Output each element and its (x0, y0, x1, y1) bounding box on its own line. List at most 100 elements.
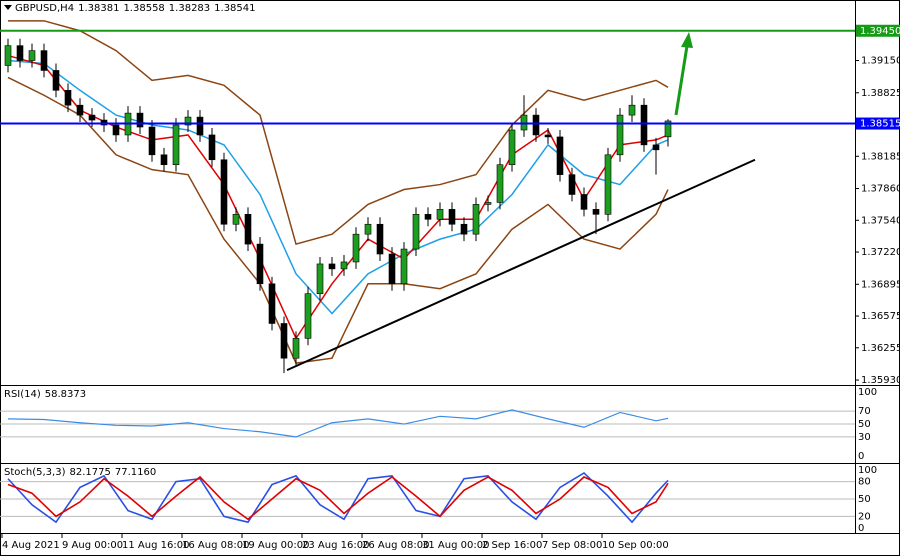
y-tick-label: 30 (858, 432, 871, 443)
level-label-box (856, 24, 900, 37)
candle-body (280, 323, 288, 359)
candle-body (604, 154, 612, 215)
x-tick-label: 9 Aug 00:00 (62, 540, 123, 551)
candle-body (484, 202, 492, 205)
candle-body (16, 45, 24, 61)
panel-name: Stoch(5,3,3) (4, 467, 66, 478)
candle-body (316, 263, 324, 295)
candle-body (64, 89, 72, 106)
candle-body (28, 50, 36, 61)
y-tick-label: 100 (858, 465, 877, 476)
x-tick-label: 7 Sep 08:00 (542, 540, 602, 551)
arrow-head (681, 32, 693, 48)
candle-body (292, 338, 300, 359)
ohlc-close: 1.38541 (214, 3, 255, 14)
candle-body (580, 194, 588, 210)
chart-header: GBPUSD,H4 1.38381 1.38558 1.38283 1.38541 (15, 3, 256, 14)
panel-title: RSI(14) 58.8373 (4, 389, 86, 400)
y-tick-label: 100 (858, 387, 877, 398)
y-tick-label: 1.37220 (861, 247, 900, 258)
ohlc-low: 1.38283 (169, 3, 210, 14)
x-tick-label: 19 Aug 00:00 (242, 540, 309, 551)
x-tick-label: 31 Aug 00:00 (422, 540, 489, 551)
candle-body (148, 126, 156, 156)
candle-body (364, 223, 372, 235)
candle-body (412, 214, 420, 250)
candle-body (136, 112, 144, 128)
candle-body (544, 134, 552, 138)
candle-body (352, 233, 360, 263)
panel-value: 77.1160 (115, 467, 156, 478)
indicator-line (8, 20, 669, 246)
candle-body (244, 214, 252, 245)
y-tick-label: 1.38825 (861, 88, 900, 99)
candle-body (184, 116, 192, 126)
x-tick-label: 23 Aug 16:00 (302, 540, 369, 551)
candle-body (340, 261, 348, 270)
header-icon (4, 5, 12, 10)
candle-body (172, 124, 180, 166)
x-tick-label: 2 Sep 16:00 (482, 540, 542, 551)
candle-body (268, 283, 276, 324)
y-tick-label: 70 (858, 406, 871, 417)
level-label-box (856, 117, 900, 130)
y-tick-label: 20 (858, 511, 871, 522)
candle-body (628, 104, 636, 116)
candle-body (424, 214, 432, 220)
candle-body (220, 159, 228, 225)
candle-body (496, 164, 504, 203)
y-tick-label: 1.36255 (861, 343, 900, 354)
candle-body (160, 154, 168, 166)
candle-body (304, 293, 312, 339)
x-tick-label: 11 Aug 16:00 (122, 540, 189, 551)
trendline (286, 158, 756, 372)
candle-body (640, 104, 648, 146)
y-tick-label: 1.35930 (861, 375, 900, 386)
y-tick-label: 80 (858, 477, 871, 488)
candle-body (40, 50, 48, 71)
rsi-line (7, 409, 669, 438)
candle-body (652, 144, 660, 151)
candle-body (400, 248, 408, 285)
x-tick-label: 26 Aug 08:00 (362, 540, 429, 551)
indicator-line (7, 76, 669, 364)
x-tick-label: 16 Aug 08:00 (182, 540, 249, 551)
level-label: 1.38515 (860, 119, 900, 130)
panel-value: 82.1775 (69, 467, 110, 478)
y-tick-label: 1.39150 (861, 56, 900, 67)
candle-body (568, 174, 576, 195)
y-tick-label: 1.36895 (861, 279, 900, 290)
indicator-line (7, 59, 669, 315)
ohlc-high: 1.38558 (123, 3, 164, 14)
candle-body (472, 204, 480, 235)
stoch-line (7, 471, 669, 524)
symbol: GBPUSD,H4 (15, 3, 74, 14)
y-tick-label: 0 (858, 523, 864, 534)
y-tick-label: 1.36575 (861, 311, 900, 322)
candle-body (4, 45, 12, 66)
y-tick-label: 1.37860 (861, 184, 900, 195)
arrow-shaft (674, 45, 689, 116)
y-tick-label: 50 (858, 494, 871, 505)
candle-body (388, 253, 396, 285)
candle-body (664, 120, 672, 138)
level-label: 1.39450 (860, 26, 900, 37)
candle-body (112, 124, 120, 136)
candle-body (436, 209, 444, 220)
candle-body (52, 70, 60, 91)
candle-body (76, 104, 84, 116)
candle-body (556, 136, 564, 175)
y-tick-label: 0 (858, 451, 864, 462)
candle-body (460, 223, 468, 235)
plot-layer: 1.39150 1.38825 1.38185 1.37860 1.37540 1.372… (0, 20, 900, 551)
panel-value: 58.8373 (45, 389, 86, 400)
forecast-arrow (674, 32, 693, 116)
candle-body (532, 114, 540, 136)
indicator-line (7, 54, 669, 340)
candle-body (256, 243, 264, 285)
x-tick-label: 10 Sep 00:00 (602, 540, 669, 551)
candle-body (88, 114, 96, 121)
candle-body (376, 223, 384, 255)
candle-body (508, 129, 516, 166)
